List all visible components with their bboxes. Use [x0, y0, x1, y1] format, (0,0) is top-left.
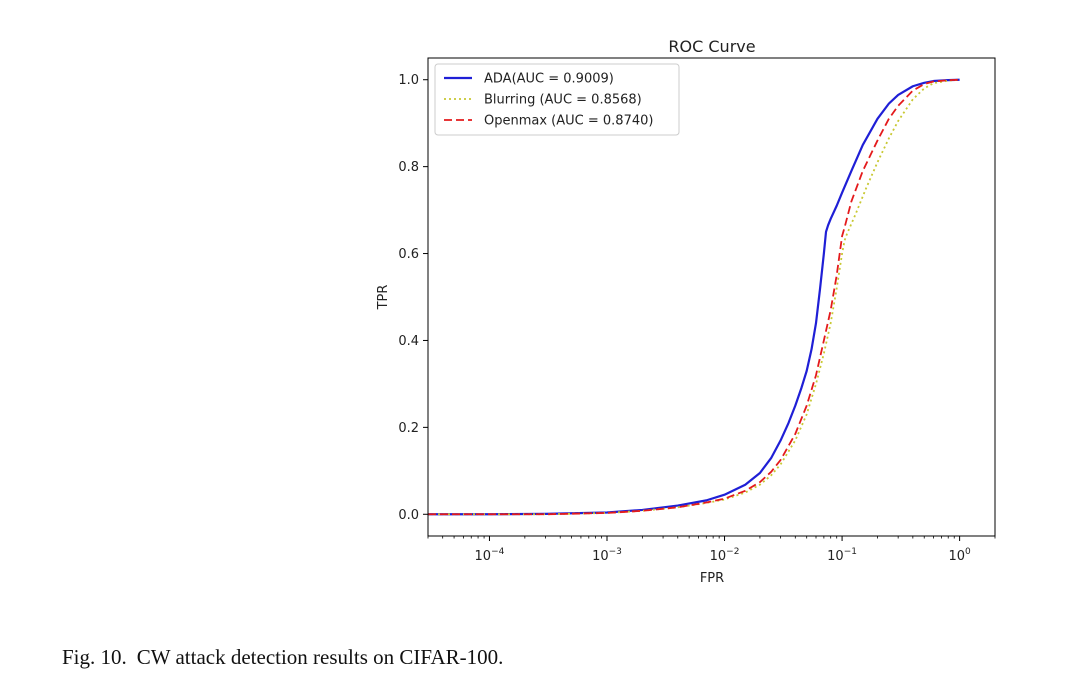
x-tick-label: 10−1 [827, 547, 857, 564]
legend-box [434, 63, 680, 136]
x-tick-label: 100 [948, 547, 971, 564]
legend-label-1: ADA(AUC = 0.9009) [484, 72, 614, 87]
y-tick-label: 0.4 [398, 334, 419, 349]
series-line-3 [428, 78, 960, 516]
y-tick-label: 0.0 [398, 508, 419, 523]
caption-text: CW attack detection results on CIFAR-100… [136, 645, 504, 669]
roc-curves [428, 78, 960, 516]
legend-label-2: Blurring (AUC = 0.8568) [484, 93, 642, 108]
series-line-1 [428, 78, 960, 516]
chart-title: ROC Curve [668, 37, 755, 56]
x-axis-label: FPR [700, 571, 724, 586]
x-tick-label: 10−3 [592, 547, 622, 564]
y-axis: 0.0 0.2 0.4 0.6 0.8 1.0 [398, 73, 428, 523]
plot-area-frame [427, 57, 996, 537]
figure-number: Fig. 10. [62, 645, 127, 669]
y-axis-label: TPR [376, 285, 391, 311]
figure-caption: Fig. 10. CW attack detection results on C… [62, 645, 503, 670]
x-tick-label: 10−4 [475, 547, 505, 564]
x-axis: 10−4 10−3 10−2 10−1 100 [427, 536, 996, 564]
legend: ADA(AUC = 0.9009) Blurring (AUC = 0.8568)… [434, 63, 680, 136]
y-tick-label: 1.0 [398, 73, 419, 88]
series-line-2 [428, 78, 960, 516]
legend-label-3: Openmax (AUC = 0.8740) [484, 114, 653, 129]
x-tick-label: 10−2 [710, 547, 740, 564]
y-tick-label: 0.2 [398, 421, 419, 436]
y-tick-label: 0.6 [398, 247, 419, 262]
y-tick-label: 0.8 [398, 160, 419, 175]
